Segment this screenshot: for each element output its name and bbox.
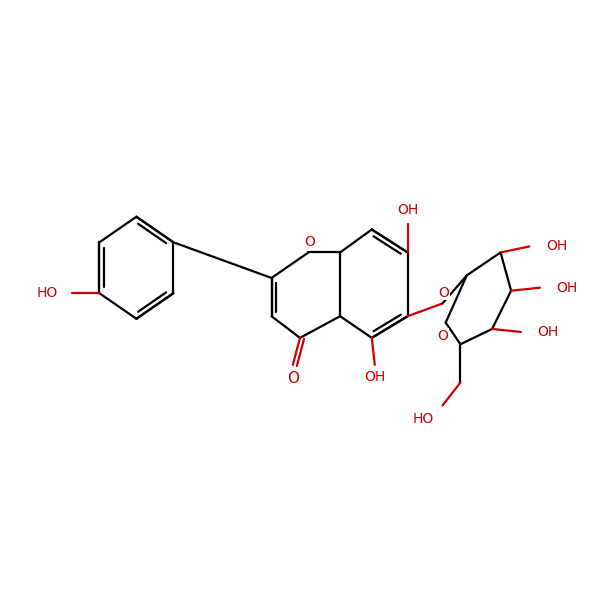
Text: O: O bbox=[287, 371, 299, 386]
Text: HO: HO bbox=[36, 286, 58, 300]
Text: OH: OH bbox=[397, 203, 418, 217]
Text: O: O bbox=[438, 286, 449, 299]
Text: OH: OH bbox=[557, 281, 578, 295]
Text: OH: OH bbox=[546, 239, 568, 253]
Text: OH: OH bbox=[364, 370, 385, 384]
Text: O: O bbox=[437, 329, 448, 343]
Text: OH: OH bbox=[538, 325, 559, 339]
Text: HO: HO bbox=[412, 412, 433, 425]
Text: O: O bbox=[304, 235, 315, 248]
